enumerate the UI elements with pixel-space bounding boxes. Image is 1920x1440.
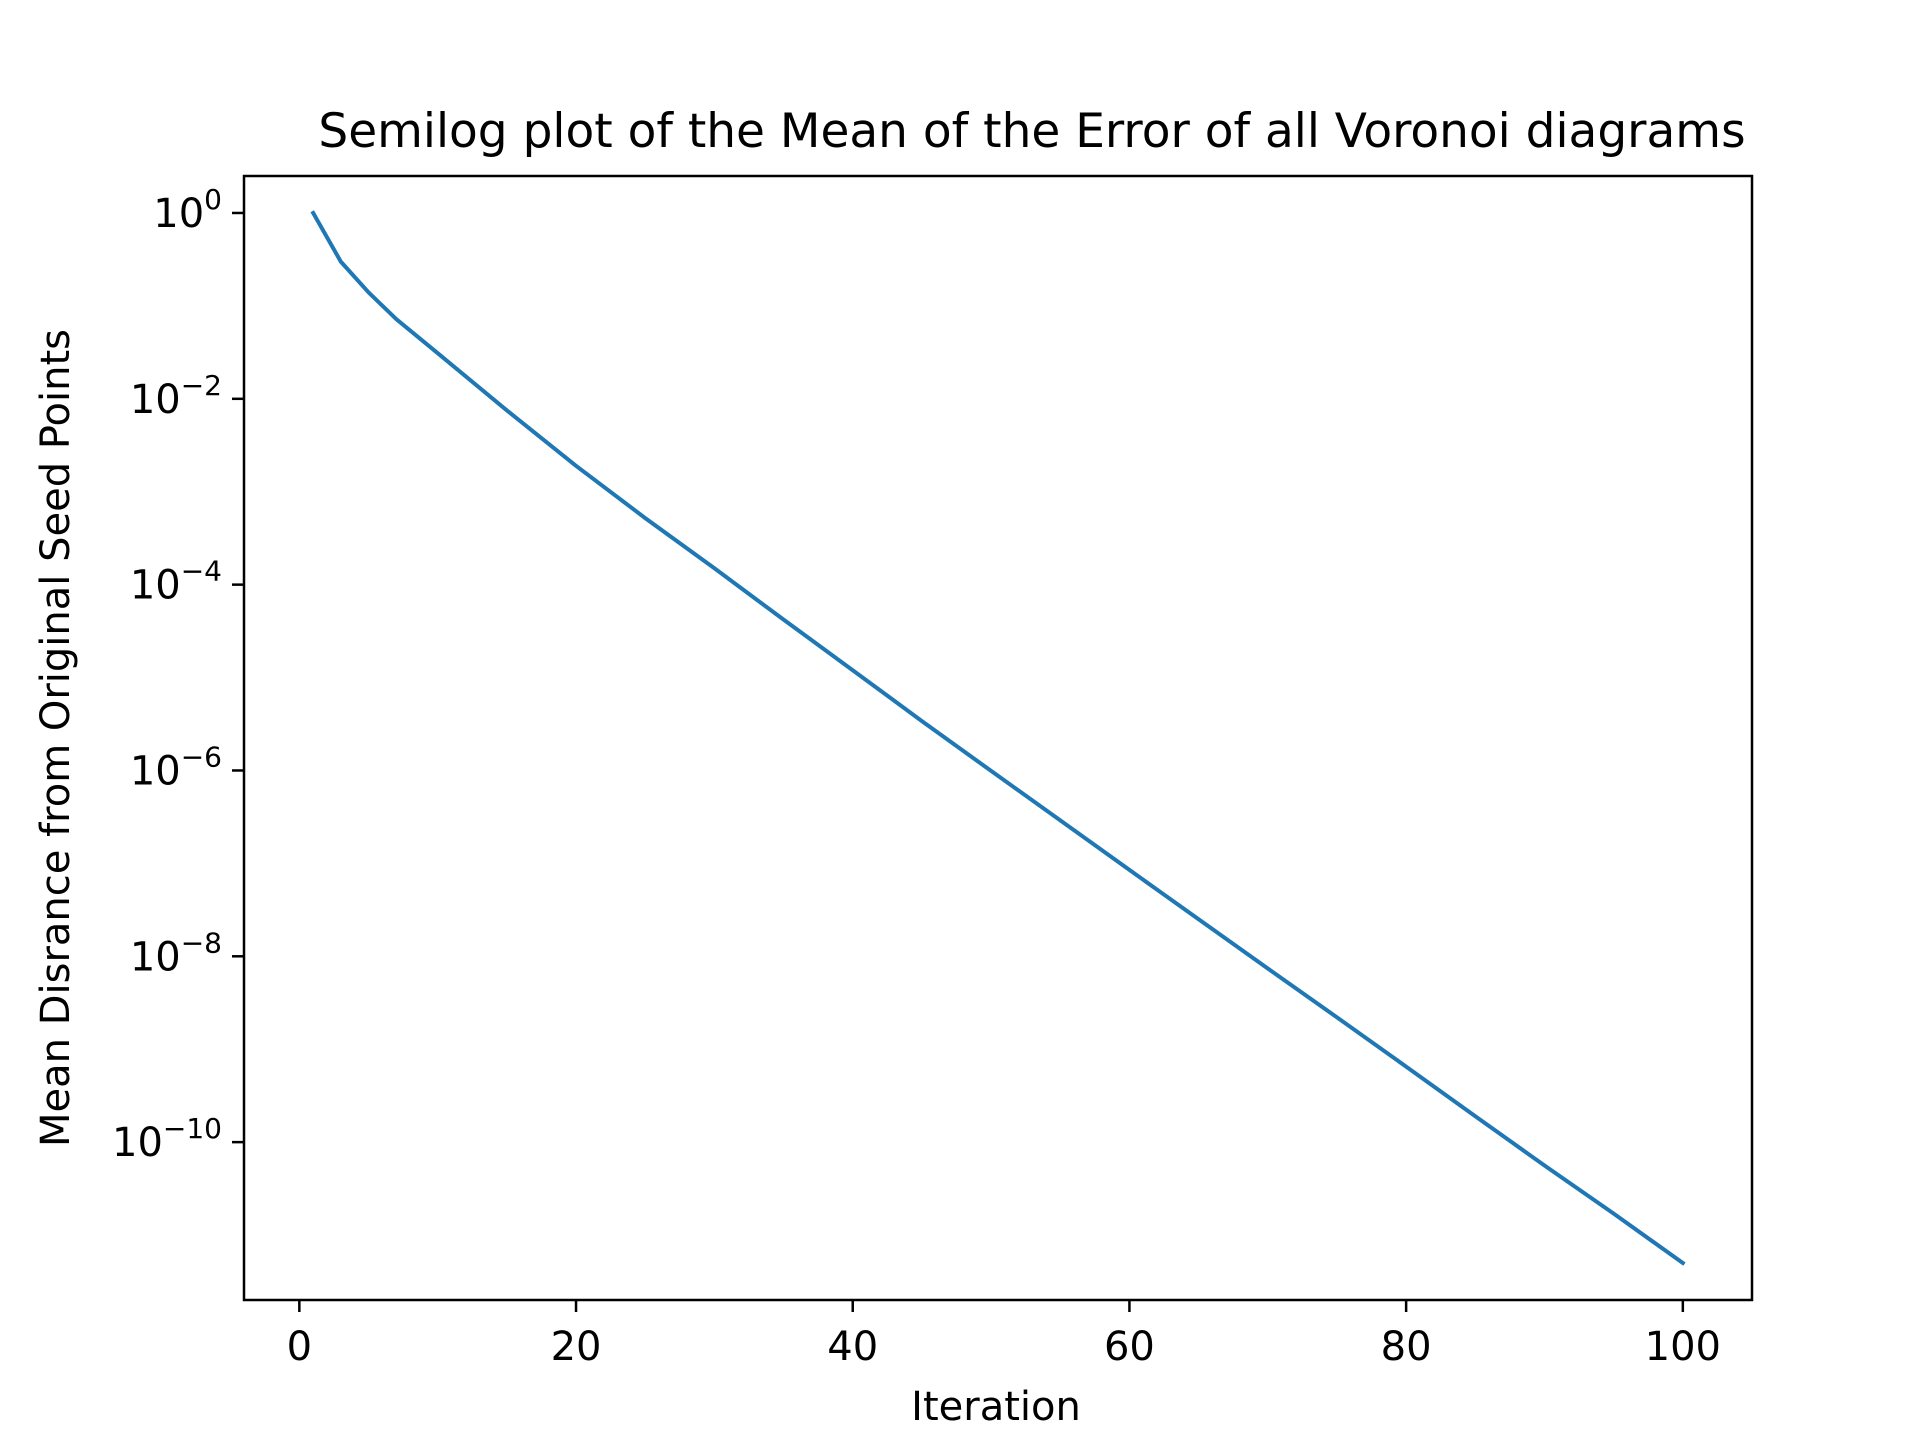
x-tick-label: 0 — [287, 1324, 312, 1370]
series-line — [310, 210, 1686, 1266]
y-tick-label: 10−6 — [130, 740, 222, 794]
x-axis-ticks: 0 20 40 60 80 100 — [287, 1300, 1721, 1370]
plot-area — [310, 210, 1686, 1266]
y-tick-label: 100 — [153, 183, 222, 237]
y-tick-label: 10−4 — [130, 555, 222, 609]
y-tick-label: 10−2 — [130, 369, 222, 423]
x-axis-label: Iteration — [911, 1384, 1081, 1430]
y-tick-label: 10−10 — [112, 1112, 222, 1166]
y-axis-ticks: 100 10−2 10−4 10−6 10−8 10−10 — [112, 183, 244, 1166]
x-tick-label: 40 — [827, 1324, 878, 1370]
plot-frame — [242, 174, 1754, 1302]
y-axis-label: Mean Disrance from Original Seed Points — [33, 329, 79, 1147]
x-tick-label: 20 — [551, 1324, 602, 1370]
x-tick-label: 80 — [1381, 1324, 1432, 1370]
x-tick-label: 60 — [1104, 1324, 1155, 1370]
y-tick-label: 10−8 — [130, 926, 222, 980]
chart-title: Semilog plot of the Mean of the Error of… — [318, 104, 1745, 159]
x-tick-label: 100 — [1645, 1324, 1721, 1370]
